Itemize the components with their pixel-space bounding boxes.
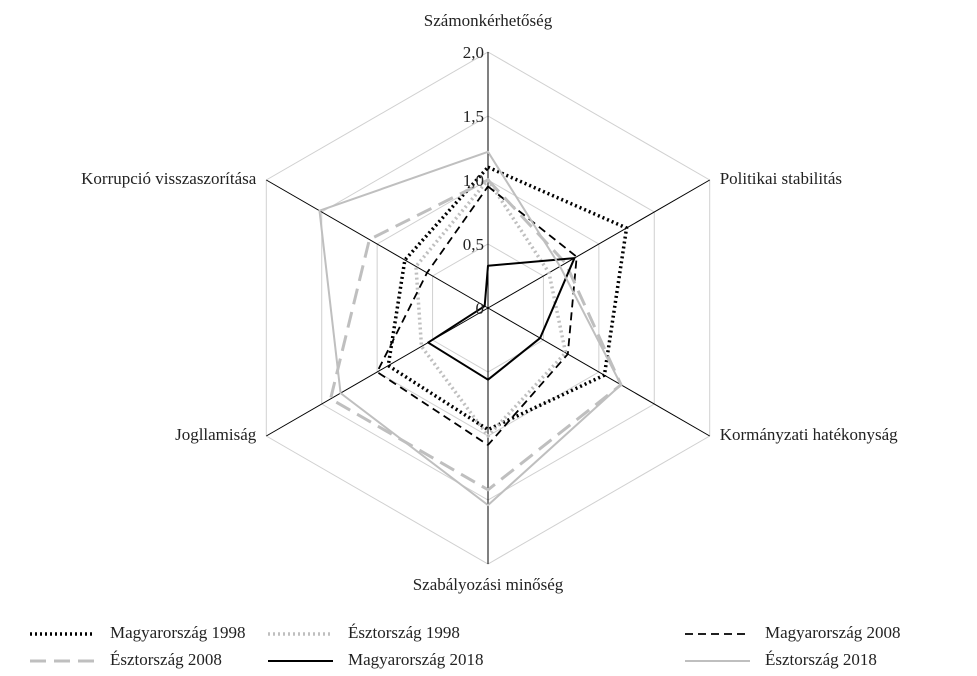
axis-spoke — [487, 179, 710, 309]
category-label: Jogllamiság — [175, 425, 257, 444]
series-line — [386, 165, 629, 432]
axis-spoke — [266, 307, 489, 437]
y-tick-label: 1,0 — [463, 171, 484, 190]
legend-label: Észtország 2008 — [110, 650, 222, 669]
category-label: Politikai stabilitás — [720, 169, 842, 188]
category-label: Számonkérhetőség — [424, 11, 553, 30]
category-label: Szabályozási minőség — [413, 575, 564, 594]
y-tick-label: 0 — [476, 299, 485, 318]
category-label: Kormányzati hatékonyság — [720, 425, 898, 444]
series-line — [414, 178, 568, 438]
series-line — [329, 178, 623, 492]
y-tick-label: 2,0 — [463, 43, 484, 62]
axis-spoke — [487, 307, 710, 437]
axis-spoke — [266, 179, 489, 309]
legend-label: Észtország 2018 — [765, 650, 877, 669]
y-tick-label: 1,5 — [463, 107, 484, 126]
series-line — [376, 185, 578, 446]
y-tick-label: 0,5 — [463, 235, 484, 254]
series-line — [427, 257, 576, 381]
legend-label: Magyarország 2018 — [348, 650, 484, 669]
category-label: Korrupció visszaszorítása — [81, 169, 257, 188]
series-line — [318, 150, 623, 507]
legend-label: Észtország 1998 — [348, 623, 460, 642]
legend-label: Magyarország 2008 — [765, 623, 901, 642]
legend-label: Magyarország 1998 — [110, 623, 246, 642]
